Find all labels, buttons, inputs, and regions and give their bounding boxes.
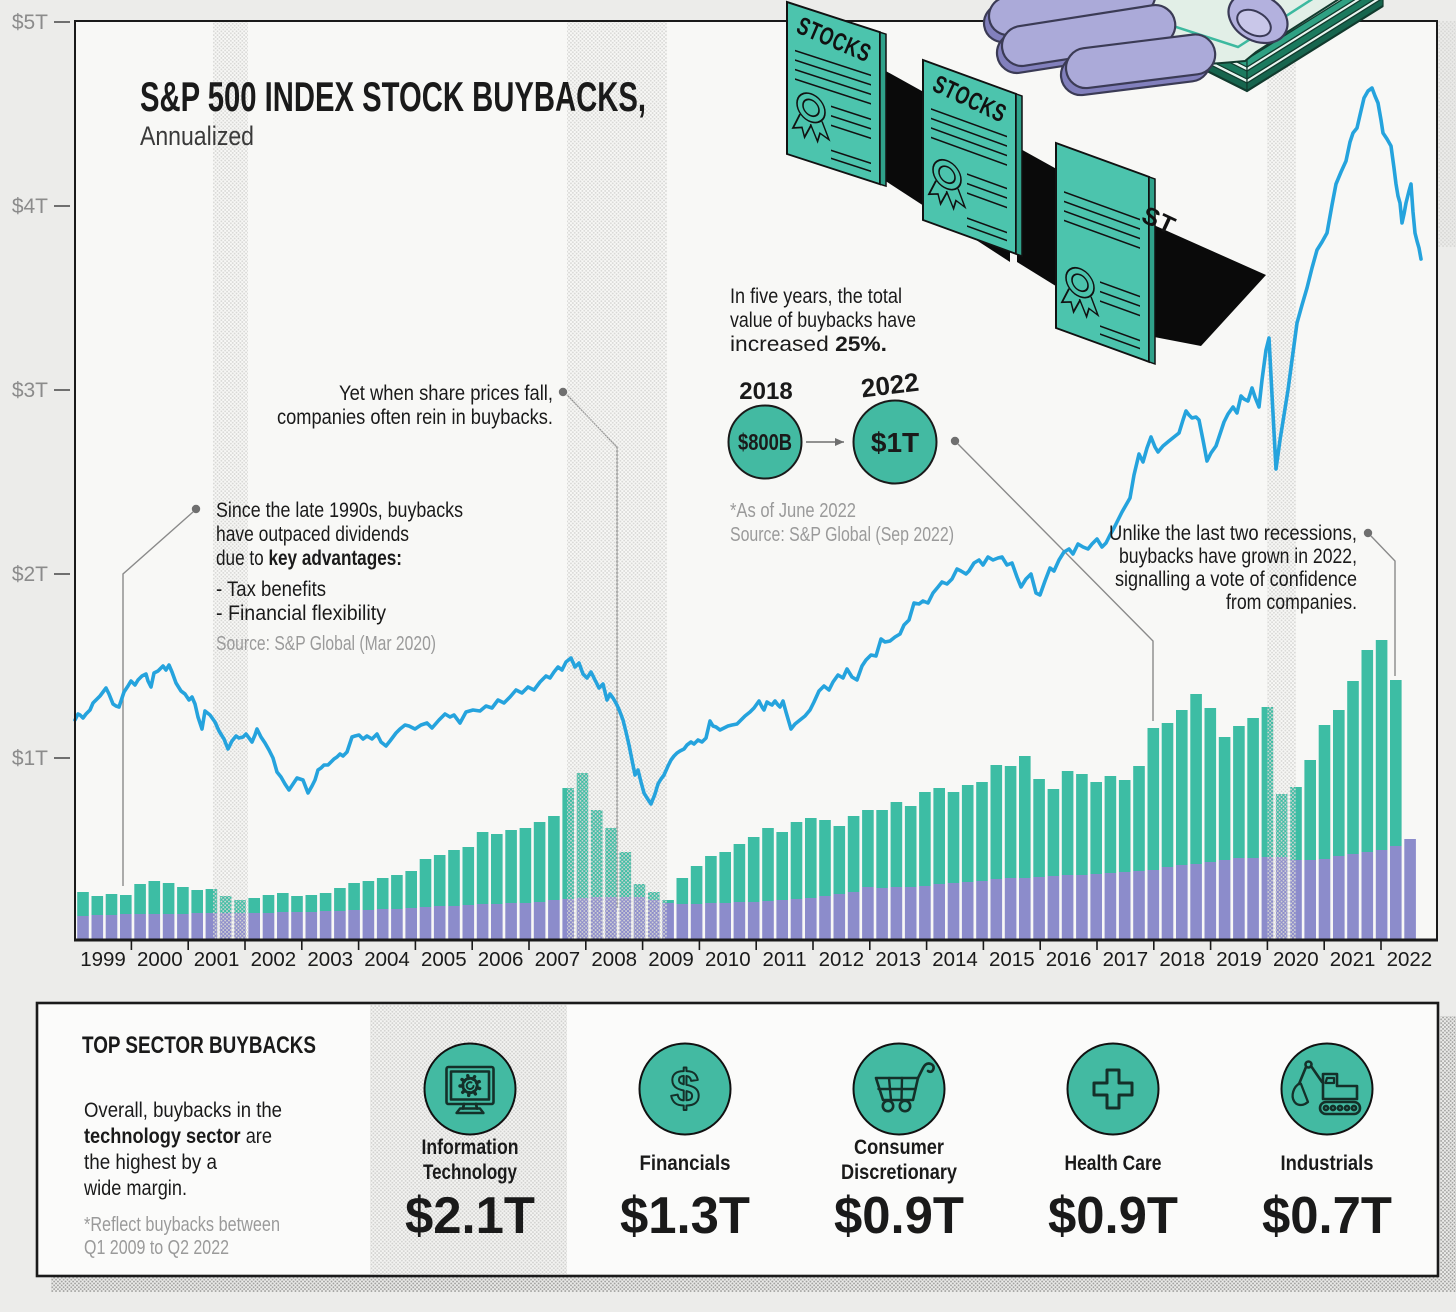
svg-text:2019: 2019 — [1216, 948, 1262, 971]
svg-text:2022: 2022 — [1387, 948, 1433, 971]
svg-text:technology sector are: technology sector are — [84, 1124, 272, 1148]
svg-text:2013: 2013 — [875, 948, 921, 971]
svg-text:$4T: $4T — [12, 195, 48, 218]
svg-text:2012: 2012 — [819, 948, 865, 971]
svg-text:*As of June 2022: *As of June 2022 — [730, 500, 856, 522]
svg-text:*Reflect buybacks between: *Reflect buybacks between — [84, 1214, 280, 1236]
svg-text:2003: 2003 — [307, 948, 353, 971]
svg-text:$0.9T: $0.9T — [1048, 1187, 1178, 1245]
svg-text:Since the late 1990s, buybacks: Since the late 1990s, buybacks — [216, 499, 463, 522]
svg-text:2016: 2016 — [1046, 948, 1092, 971]
svg-text:have outpaced dividends: have outpaced dividends — [216, 523, 409, 546]
svg-text:Industrials: Industrials — [1281, 1152, 1374, 1175]
svg-text:$0.7T: $0.7T — [1262, 1187, 1392, 1245]
svg-text:In five years, the total: In five years, the total — [730, 284, 902, 308]
svg-text:Q1 2009 to Q2 2022: Q1 2009 to Q2 2022 — [84, 1237, 229, 1259]
svg-text:Annualized: Annualized — [140, 121, 254, 151]
svg-text:- Tax benefits: - Tax benefits — [216, 578, 326, 601]
svg-text:Source: S&P Global (Mar 2020): Source: S&P Global (Mar 2020) — [216, 633, 436, 655]
svg-text:2020: 2020 — [1273, 948, 1319, 971]
svg-text:$1.3T: $1.3T — [620, 1187, 750, 1245]
svg-text:2002: 2002 — [251, 948, 297, 971]
svg-text:Health Care: Health Care — [1065, 1152, 1162, 1175]
svg-text:the highest by a: the highest by a — [84, 1150, 217, 1174]
svg-text:$1T: $1T — [12, 747, 48, 770]
svg-text:Yet when share prices fall,: Yet when share prices fall, — [339, 382, 553, 405]
svg-text:Technology: Technology — [423, 1161, 517, 1184]
svg-text:Information: Information — [422, 1136, 519, 1159]
svg-text:S&P 500 INDEX STOCK BUYBACKS,: S&P 500 INDEX STOCK BUYBACKS, — [140, 73, 646, 120]
svg-text:2021: 2021 — [1330, 948, 1376, 971]
svg-text:$5T: $5T — [12, 11, 48, 34]
svg-text:2011: 2011 — [763, 948, 807, 971]
svg-text:value of buybacks have: value of buybacks have — [730, 308, 916, 332]
svg-text:$: $ — [671, 1060, 700, 1118]
svg-text:$800B: $800B — [738, 429, 792, 455]
svg-text:$0.9T: $0.9T — [834, 1187, 964, 1245]
svg-text:2010: 2010 — [705, 948, 751, 971]
svg-text:2009: 2009 — [648, 948, 694, 971]
svg-text:companies often rein in buybac: companies often rein in buybacks. — [277, 406, 553, 429]
svg-text:$1T: $1T — [871, 427, 919, 458]
svg-text:due to key advantages:: due to key advantages: — [216, 547, 402, 570]
svg-text:Overall, buybacks in the: Overall, buybacks in the — [84, 1098, 282, 1122]
svg-text:2018: 2018 — [739, 378, 792, 405]
svg-text:Financials: Financials — [640, 1152, 731, 1175]
svg-text:from companies.: from companies. — [1226, 590, 1357, 614]
svg-text:2014: 2014 — [932, 948, 978, 971]
svg-text:wide margin.: wide margin. — [83, 1176, 187, 1200]
svg-text:2005: 2005 — [421, 948, 467, 971]
svg-text:$2.1T: $2.1T — [405, 1187, 535, 1245]
svg-text:2000: 2000 — [137, 948, 183, 971]
svg-text:2017: 2017 — [1103, 948, 1149, 971]
svg-text:2015: 2015 — [989, 948, 1035, 971]
svg-text:2001: 2001 — [194, 948, 240, 971]
svg-text:$2T: $2T — [12, 563, 48, 586]
svg-text:Unlike the last two recessions: Unlike the last two recessions, — [1109, 521, 1357, 545]
svg-text:Consumer: Consumer — [854, 1136, 944, 1159]
svg-text:Discretionary: Discretionary — [841, 1161, 957, 1184]
svg-text:Source: S&P Global (Sep 2022): Source: S&P Global (Sep 2022) — [730, 524, 954, 546]
svg-text:2007: 2007 — [535, 948, 581, 971]
svg-text:increased 25%.: increased 25%. — [730, 332, 887, 356]
svg-text:$3T: $3T — [12, 379, 48, 402]
svg-text:2004: 2004 — [364, 948, 410, 971]
svg-text:- Financial flexibility: - Financial flexibility — [216, 602, 386, 625]
svg-text:2008: 2008 — [591, 948, 637, 971]
svg-text:2006: 2006 — [478, 948, 524, 971]
svg-text:1999: 1999 — [80, 948, 126, 971]
svg-text:2018: 2018 — [1159, 948, 1205, 971]
svg-text:TOP SECTOR BUYBACKS: TOP SECTOR BUYBACKS — [82, 1032, 316, 1059]
svg-text:signalling a vote of confidenc: signalling a vote of confidence — [1115, 567, 1357, 591]
svg-text:buybacks have grown in 2022,: buybacks have grown in 2022, — [1119, 544, 1357, 568]
